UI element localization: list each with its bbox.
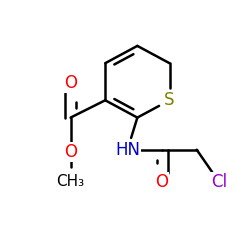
Text: S: S [164,91,175,109]
Text: O: O [64,74,77,92]
Text: Cl: Cl [211,173,227,191]
Text: CH₃: CH₃ [56,174,85,189]
Text: O: O [64,143,77,161]
Text: HN: HN [115,141,140,159]
Text: O: O [156,173,168,191]
